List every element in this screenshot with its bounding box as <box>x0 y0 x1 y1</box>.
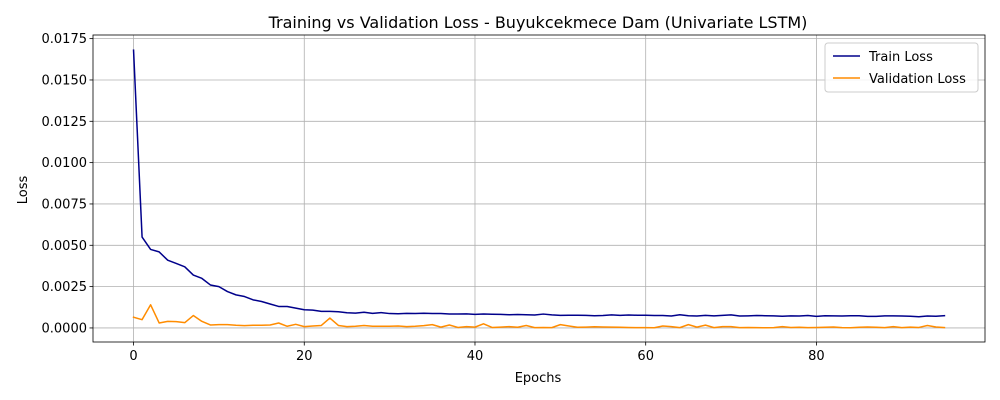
y-axis-ticks: 0.0000 0.0025 0.0050 0.0075 0.0100 0.0125 0.01… <box>42 32 93 336</box>
legend-label-validation: Validation Loss <box>869 72 966 87</box>
x-tick-label: 0 <box>129 349 137 364</box>
x-tick-label: 20 <box>296 349 313 364</box>
legend-box <box>824 42 979 93</box>
y-tick-label: 0.0025 <box>42 280 88 295</box>
y-tick-label: 0.0125 <box>42 115 88 130</box>
x-axis-ticks: 0 20 40 60 80 <box>129 342 825 364</box>
x-tick-label: 60 <box>637 349 654 364</box>
y-tick-label: 0.0175 <box>42 32 88 47</box>
y-axis-title: Loss <box>16 176 31 205</box>
x-tick-label: 80 <box>808 349 825 364</box>
y-tick-label: 0.0050 <box>42 239 88 254</box>
legend: Train Loss Validation Loss <box>824 42 979 93</box>
plot-area-frame <box>92 34 986 343</box>
x-tick-label: 40 <box>467 349 484 364</box>
y-tick-label: 0.0075 <box>42 197 88 212</box>
x-axis-title: Epochs <box>515 371 562 386</box>
chart-title: Training vs Validation Loss - Buyukcekme… <box>268 13 808 32</box>
y-tick-label: 0.0100 <box>42 156 88 171</box>
y-tick-label: 0.0000 <box>42 321 88 336</box>
series-line-validation-loss <box>132 304 946 329</box>
y-tick-label: 0.0150 <box>42 73 88 88</box>
legend-label-train: Train Loss <box>868 50 933 65</box>
series-line-train-loss <box>132 49 946 318</box>
plot-lines <box>132 49 946 329</box>
grid-lines <box>93 35 985 342</box>
